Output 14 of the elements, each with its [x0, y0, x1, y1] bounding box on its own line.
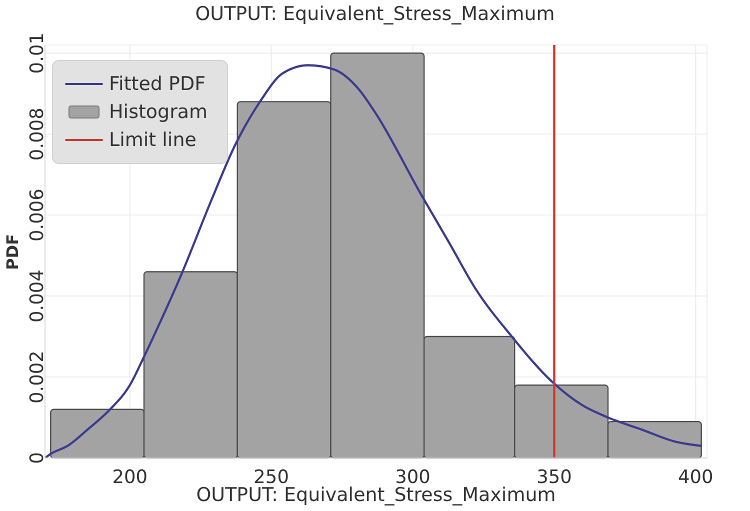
- legend-label: Histogram: [109, 101, 208, 123]
- legend-label: Fitted PDF: [109, 73, 206, 95]
- y-tick-label: 0.008: [27, 108, 48, 161]
- y-axis-title: PDF: [3, 232, 22, 272]
- y-tick-label: 0.006: [27, 188, 48, 242]
- x-tick-label: 400: [678, 467, 714, 488]
- y-tick-label: 0.002: [27, 350, 48, 404]
- chart-title: OUTPUT: Equivalent_Stress_Maximum: [194, 3, 556, 25]
- legend-label: Limit line: [109, 129, 196, 151]
- y-tick-label: 0.01: [27, 32, 48, 74]
- line-series: [45, 64, 702, 458]
- y-tick-label: 0: [27, 452, 48, 464]
- x-tick-label: 200: [112, 467, 148, 488]
- y-tick-label: 0.004: [27, 270, 48, 323]
